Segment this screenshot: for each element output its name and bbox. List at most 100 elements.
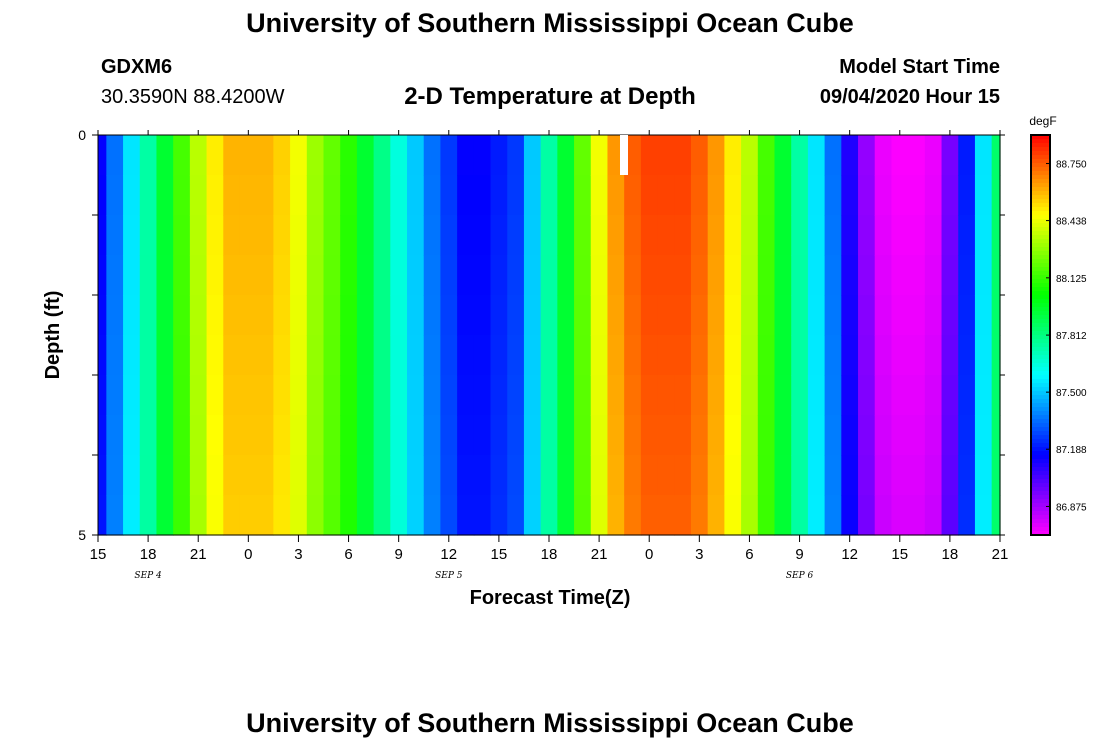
heatmap-cell [206, 455, 224, 496]
heatmap-cell [774, 455, 792, 496]
heatmap-cell [624, 215, 642, 256]
heatmap-cell [540, 295, 558, 336]
heatmap-cell [306, 375, 325, 416]
colorbar-tick-label: 86.875 [1056, 502, 1087, 513]
heatmap-cell [674, 215, 692, 256]
heatmap-cell [858, 455, 876, 496]
heatmap-cell [407, 215, 425, 256]
heatmap-cell [306, 495, 325, 536]
heatmap-cell [640, 455, 659, 496]
heatmap-cell [941, 335, 959, 376]
heatmap-cell [774, 375, 792, 416]
heatmap-cell [290, 215, 308, 256]
heatmap-cell [674, 455, 692, 496]
colorbar-swatch [1031, 411, 1050, 416]
heatmap-cell [98, 295, 107, 336]
colorbar-swatch [1031, 451, 1050, 456]
heatmap-cell [741, 415, 759, 456]
heatmap-cell [173, 215, 191, 256]
heatmap-cell [490, 335, 508, 376]
heatmap-cell [306, 175, 325, 216]
heatmap-cell [423, 255, 442, 296]
heatmap-cell [490, 135, 508, 176]
heatmap-cell [390, 215, 408, 256]
heatmap-cell [223, 175, 241, 216]
heatmap-cell [757, 495, 776, 536]
heatmap-cell [974, 135, 993, 176]
heatmap-cell [757, 215, 776, 256]
heatmap-cell [574, 255, 592, 296]
heatmap-cell [540, 455, 558, 496]
colorbar-swatch [1031, 491, 1050, 496]
heatmap-cell [958, 175, 976, 216]
heatmap-cell [407, 255, 425, 296]
colorbar-swatch [1031, 183, 1050, 188]
heatmap-cell [306, 255, 325, 296]
heatmap-cell [507, 335, 525, 376]
colorbar-tick-label: 88.438 [1056, 217, 1087, 228]
heatmap-cell [256, 415, 274, 456]
heatmap-cell [323, 295, 341, 336]
heatmap-cell [891, 495, 909, 536]
heatmap-cell [507, 375, 525, 416]
heatmap-cell [824, 135, 842, 176]
colorbar-swatch [1031, 279, 1050, 284]
heatmap-cell [440, 295, 458, 336]
colorbar-swatch [1031, 435, 1050, 440]
x-tick-label: 18 [942, 546, 959, 563]
heatmap-cell [707, 495, 725, 536]
colorbar-swatch [1031, 247, 1050, 252]
x-tick-label: 12 [841, 546, 858, 563]
heatmap-cell [106, 335, 124, 376]
colorbar-swatch [1031, 475, 1050, 480]
heatmap-cell [858, 255, 876, 296]
heatmap-cell [557, 215, 575, 256]
heatmap-cell [223, 215, 241, 256]
heatmap-cell [323, 335, 341, 376]
heatmap-cell [807, 215, 826, 256]
heatmap-cell [574, 135, 592, 176]
heatmap-cell [239, 135, 258, 176]
heatmap-cell [590, 495, 609, 536]
heatmap-cell [106, 255, 124, 296]
heatmap-cell [557, 495, 575, 536]
colorbar-swatch [1031, 463, 1050, 468]
colorbar-swatch [1031, 187, 1050, 192]
heatmap-cell [891, 375, 909, 416]
heatmap-cell [824, 295, 842, 336]
heatmap-cell [98, 175, 107, 216]
heatmap-cell [239, 175, 258, 216]
colorbar-swatch [1031, 459, 1050, 464]
heatmap-cell [407, 175, 425, 216]
heatmap-cell [891, 135, 909, 176]
heatmap-cell [356, 415, 375, 456]
heatmap-cell [574, 175, 592, 216]
heatmap-cell [273, 215, 291, 256]
heatmap-cell [690, 175, 709, 216]
heatmap-cell [407, 375, 425, 416]
heatmap-cell [924, 335, 943, 376]
heatmap-cell [440, 255, 458, 296]
heatmap-cell [507, 415, 525, 456]
colorbar-swatch [1031, 467, 1050, 472]
heatmap-cell [974, 415, 993, 456]
heatmap-cell [991, 215, 1001, 256]
heatmap-cell [139, 375, 158, 416]
heatmap-cell [757, 295, 776, 336]
heatmap-cell [841, 455, 859, 496]
heatmap-cell [908, 415, 926, 456]
heatmap-cell [290, 415, 308, 456]
colorbar-swatch [1031, 135, 1050, 140]
heatmap-cell [991, 495, 1001, 536]
heatmap-cell [457, 215, 475, 256]
heatmap-cell [991, 255, 1001, 296]
colorbar-swatch [1031, 215, 1050, 220]
colorbar-swatch [1031, 407, 1050, 412]
heatmap-cell [156, 135, 174, 176]
heatmap-cell [540, 495, 558, 536]
heatmap-cell [256, 295, 274, 336]
heatmap-cell [323, 455, 341, 496]
colorbar-swatch [1031, 507, 1050, 512]
heatmap-cell [824, 415, 842, 456]
heatmap-cell [106, 215, 124, 256]
